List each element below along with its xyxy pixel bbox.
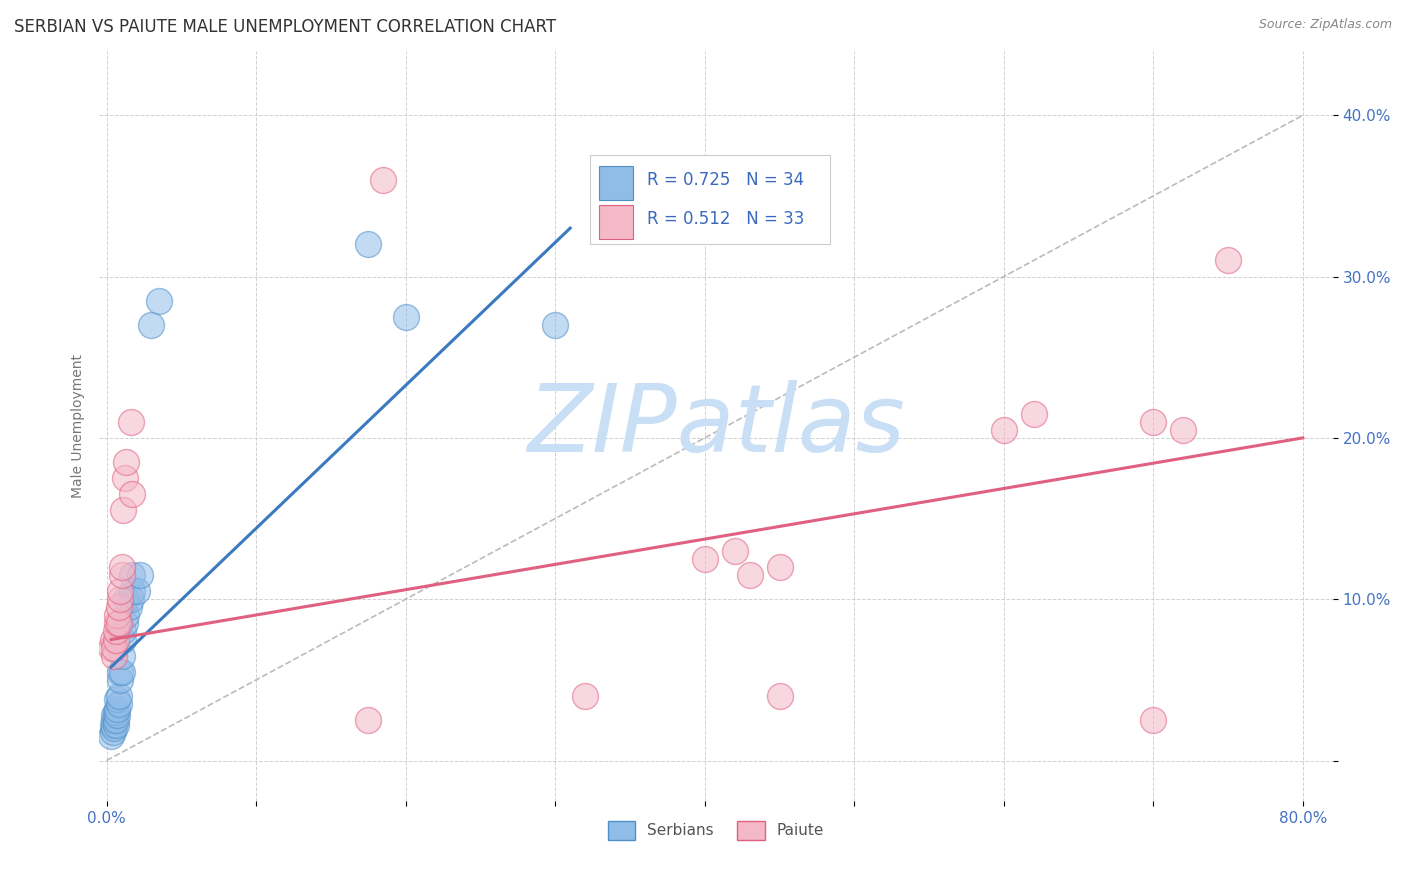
Point [114, 616, 136, 631]
Point [357, 713, 380, 727]
Point [105, 692, 128, 706]
Point [105, 616, 128, 631]
Point [1022, 407, 1045, 421]
Point [107, 697, 129, 711]
Point [574, 689, 596, 703]
Text: ZIPatlas: ZIPatlas [527, 380, 905, 471]
Point [112, 624, 135, 639]
Point [768, 689, 790, 703]
Point [107, 616, 129, 631]
Point [112, 632, 135, 647]
Point [103, 648, 125, 663]
Point [105, 702, 128, 716]
Point [104, 705, 127, 719]
Point [148, 293, 170, 308]
Point [100, 730, 122, 744]
Point [115, 455, 138, 469]
Legend: Serbians, Paiute: Serbians, Paiute [602, 815, 831, 846]
Point [107, 689, 129, 703]
Point [357, 237, 380, 252]
Point [373, 173, 395, 187]
Point [738, 568, 761, 582]
Point [121, 487, 143, 501]
Point [110, 568, 132, 582]
Point [1216, 253, 1239, 268]
Point [128, 568, 150, 582]
Point [108, 673, 131, 687]
Point [1173, 423, 1195, 437]
Point [114, 471, 136, 485]
Point [104, 632, 127, 647]
Text: R = 0.512   N = 33: R = 0.512 N = 33 [647, 211, 804, 228]
Point [1142, 415, 1164, 429]
Point [110, 560, 132, 574]
Point [120, 592, 142, 607]
Point [103, 713, 125, 727]
Point [544, 318, 567, 332]
Point [107, 600, 129, 615]
Point [121, 568, 143, 582]
Bar [599, 205, 633, 239]
Point [105, 608, 128, 623]
Point [115, 608, 138, 623]
Point [103, 708, 125, 723]
Point [105, 708, 128, 723]
Point [115, 592, 138, 607]
Point [1142, 713, 1164, 727]
Point [120, 415, 142, 429]
Point [110, 648, 132, 663]
Point [110, 665, 132, 679]
Point [101, 718, 124, 732]
Point [108, 592, 131, 607]
Point [103, 721, 125, 735]
Point [100, 640, 122, 655]
Point [693, 552, 716, 566]
Point [104, 713, 127, 727]
Point [104, 624, 127, 639]
Point [118, 600, 141, 615]
Bar [599, 166, 633, 200]
Point [121, 584, 143, 599]
Point [108, 665, 131, 679]
Point [101, 724, 124, 739]
Point [101, 632, 124, 647]
Text: SERBIAN VS PAIUTE MALE UNEMPLOYMENT CORRELATION CHART: SERBIAN VS PAIUTE MALE UNEMPLOYMENT CORR… [14, 18, 557, 36]
Text: R = 0.725   N = 34: R = 0.725 N = 34 [647, 171, 804, 189]
Point [141, 318, 163, 332]
Point [768, 560, 790, 574]
Point [395, 310, 418, 324]
Point [103, 640, 125, 655]
Text: Source: ZipAtlas.com: Source: ZipAtlas.com [1258, 18, 1392, 31]
Point [112, 503, 135, 517]
Point [108, 584, 131, 599]
Y-axis label: Male Unemployment: Male Unemployment [72, 354, 86, 498]
Point [724, 544, 747, 558]
Point [104, 718, 127, 732]
Point [125, 584, 148, 599]
Point [993, 423, 1015, 437]
